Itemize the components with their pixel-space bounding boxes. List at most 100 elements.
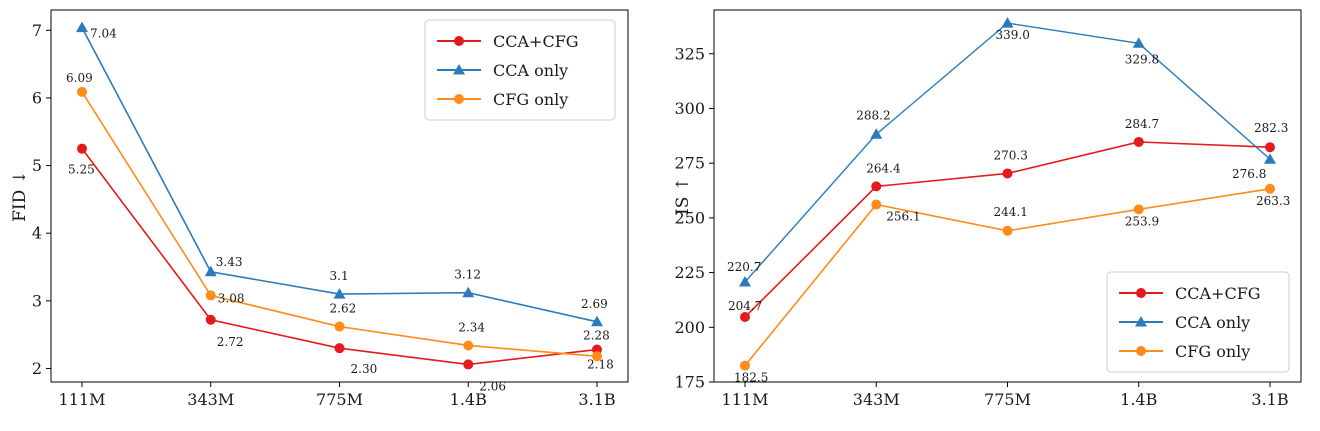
data-label: 7.04: [90, 27, 117, 41]
chart-panel-2: 111M 343M 775M 1.4B 3.1B 175 200 225 250 275 300 32…: [673, 9, 1302, 409]
data-label: 282.3: [1254, 121, 1288, 135]
data-label: 288.2: [856, 108, 890, 122]
data-point: [1132, 37, 1145, 48]
data-label: 3.43: [216, 255, 243, 269]
data-label: 3.1: [330, 269, 349, 283]
data-point: [740, 312, 750, 323]
legend-label: CCA only: [493, 61, 568, 80]
y-tick-label: 3: [32, 291, 42, 310]
legend-entry: CFG only: [437, 90, 568, 109]
data-label: 2.69: [581, 297, 608, 311]
data-label: 220.7: [727, 260, 761, 274]
y-tick-label: 6: [32, 88, 42, 107]
y-tick-label: 300: [674, 99, 705, 118]
legend-label: CFG only: [493, 90, 568, 109]
legend-entry: CFG only: [1119, 342, 1250, 361]
x-tick-label: 343M: [187, 390, 234, 409]
data-point: [1002, 168, 1013, 179]
data-label: 2.18: [587, 357, 614, 371]
data-label: 2.28: [583, 329, 610, 343]
data-point: [77, 86, 87, 97]
data-point: [1002, 225, 1013, 236]
data-point: [333, 288, 346, 299]
data-point: [591, 315, 603, 327]
data-label: 2.34: [458, 320, 485, 334]
data-point: [334, 343, 345, 354]
data-label: 2.62: [330, 302, 357, 316]
series-2: 7.04 3.43 3.1 3.12 2.69: [76, 21, 608, 327]
legend-label: CCA+CFG: [1175, 284, 1261, 303]
series-1: 204.7 264.4 270.3 284.7 282.3: [728, 117, 1288, 323]
data-point: [1265, 142, 1275, 153]
data-label: 264.4: [866, 161, 901, 175]
series-2: 220.7 288.2 339.0 329.8 276.8: [727, 17, 1276, 287]
data-point: [463, 359, 474, 370]
y-tick-label: 275: [674, 154, 705, 173]
data-label: 244.1: [994, 205, 1028, 219]
x-tick-label: 3.1B: [578, 390, 615, 409]
y-tick-label: 7: [32, 21, 42, 40]
data-point: [462, 286, 475, 298]
data-point: [870, 128, 883, 139]
x-tick-label: 111M: [59, 390, 106, 409]
y-tick-label: 5: [32, 156, 42, 175]
data-point: [205, 314, 216, 325]
y-tick-label: 250: [674, 208, 705, 227]
data-point: [739, 275, 751, 287]
data-point: [1133, 136, 1144, 147]
y-tick-label: 225: [674, 263, 705, 282]
legend-entry: CCA only: [1119, 313, 1250, 332]
legend-entry: CCA+CFG: [437, 32, 579, 51]
y-tick-label: 4: [32, 224, 42, 243]
data-label: 3.08: [218, 291, 245, 305]
x-tick-label: 3.1B: [1251, 390, 1288, 409]
legend-entry: CCA only: [437, 61, 568, 80]
y-axis-label: IS ↑: [673, 177, 693, 215]
data-point: [204, 265, 217, 277]
data-label: 284.7: [1125, 117, 1159, 131]
chart-panel-1: 111M 343M 775M 1.4B 3.1B 2 3 4 5 6 7 FID ↓ 5.25 2.72 2…: [10, 9, 629, 409]
y-tick-label: 325: [674, 44, 705, 63]
data-point: [334, 321, 345, 332]
y-tick-label: 200: [674, 318, 705, 337]
data-label: 253.9: [1125, 214, 1159, 228]
y-tick-label: 2: [32, 359, 42, 378]
data-point: [1264, 153, 1276, 164]
data-label: 2.72: [217, 335, 244, 349]
data-label: 256.1: [886, 210, 920, 224]
legend-label: CCA only: [1175, 313, 1250, 332]
x-tick-label: 775M: [984, 390, 1031, 409]
legend-label: CCA+CFG: [493, 32, 579, 51]
data-label: 6.09: [66, 71, 93, 85]
data-label: 263.3: [1256, 194, 1290, 208]
data-point: [1001, 17, 1014, 28]
data-point: [592, 351, 602, 362]
data-point: [740, 360, 750, 371]
series-3: 6.09 3.08 2.62 2.34 2.18: [66, 71, 614, 371]
x-tick-label: 1.4B: [450, 390, 487, 409]
series-line: [81, 91, 598, 358]
legend-entry: CCA+CFG: [1119, 284, 1261, 303]
data-point: [76, 21, 88, 33]
legend: CCA+CFG CCA only CFG only: [1106, 271, 1290, 373]
data-label: 2.30: [351, 362, 378, 376]
data-label: 3.12: [454, 268, 481, 282]
x-tick-label: 111M: [722, 390, 769, 409]
data-point: [463, 340, 474, 351]
x-tick-label: 343M: [853, 390, 900, 409]
data-label: 339.0: [996, 28, 1030, 42]
data-point: [205, 290, 216, 301]
data-label: 270.3: [994, 148, 1028, 162]
data-point: [77, 143, 87, 154]
data-label: 204.7: [728, 299, 762, 313]
data-label: 5.25: [68, 163, 95, 177]
x-tick-label: 775M: [316, 390, 363, 409]
data-point: [871, 181, 882, 192]
series-line: [81, 148, 598, 366]
data-point: [1265, 183, 1275, 194]
data-label: 2.06: [479, 379, 506, 393]
y-axis-label: FID ↓: [10, 170, 30, 222]
data-label: 276.8: [1232, 167, 1266, 181]
data-point: [1133, 204, 1144, 215]
legend-label: CFG only: [1175, 342, 1250, 361]
